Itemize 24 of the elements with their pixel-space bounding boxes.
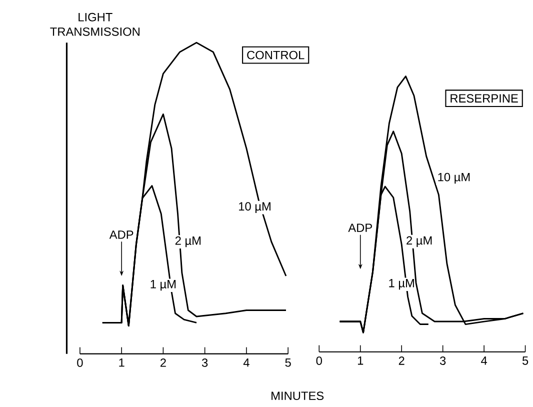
series-label: 10 µM — [239, 202, 270, 213]
series-label: 10 µM — [438, 172, 470, 184]
series-label: 1 µM — [389, 278, 414, 290]
x-tick-label: 5 — [522, 356, 528, 365]
x-tick-label: 1 — [358, 356, 364, 365]
annotation: ADP — [348, 224, 372, 232]
text: CONTROL — [247, 50, 304, 60]
y-axis-title: LIGHT TRANSMISSION — [50, 12, 140, 36]
x-tick-label: 4 — [481, 356, 488, 365]
x-tick-label: 2 — [398, 356, 404, 365]
x-tick-label: 1 — [119, 358, 124, 367]
x-tick-label: 0 — [77, 358, 83, 367]
annotation: ADP — [109, 230, 134, 239]
text: RESERPINE — [450, 94, 518, 102]
series-label: 1 µM — [150, 280, 176, 291]
x-tick-label: 4 — [243, 358, 250, 367]
series-label: 2 µM — [406, 236, 432, 247]
x-tick-label: 3 — [202, 358, 208, 367]
series-label: 2 µM — [175, 236, 201, 248]
x-tick-label: 3 — [440, 356, 446, 365]
x-tick-label: 2 — [160, 358, 166, 367]
x-tick-label: 5 — [285, 358, 291, 367]
x-tick-label: 0 — [316, 356, 322, 365]
x-axis-title: MINUTES — [272, 391, 324, 400]
